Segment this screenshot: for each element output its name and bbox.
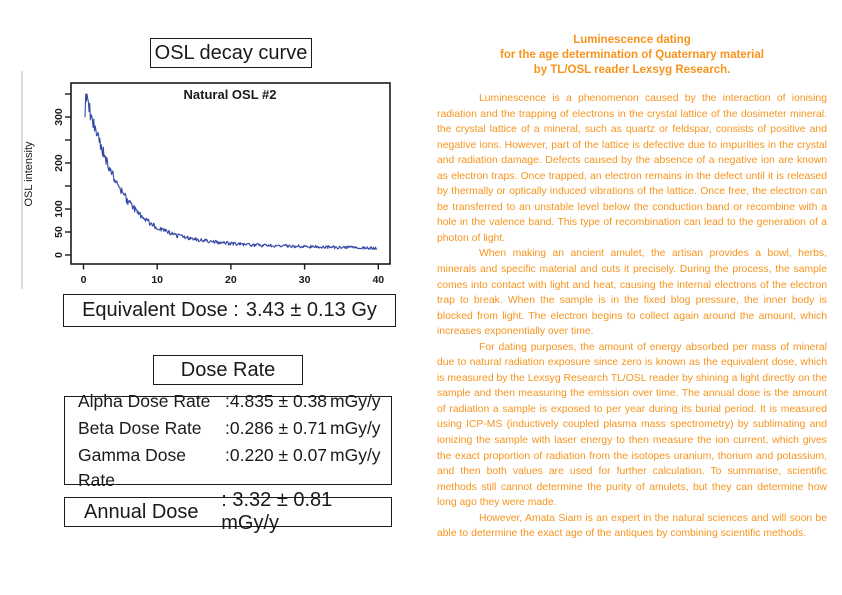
dose-rate-title: Dose Rate: [180, 358, 276, 381]
article-paragraph: For dating purposes, the amount of energ…: [437, 341, 827, 509]
alpha-dose-rate-unit: mGy/y: [330, 390, 381, 411]
beta-dose-rate-value: :0.286 ± 0.71: [225, 417, 328, 438]
annual-dose-box: Annual Dose : 3.32 ± 0.81 mGy/y: [64, 489, 392, 534]
svg-text:50: 50: [53, 226, 65, 238]
article-title-line: by TL/OSL reader Lexsyg Research.: [533, 64, 731, 76]
equivalent-dose-box: Equivalent Dose : 3.43 ± 0.13 Gy: [63, 294, 396, 327]
article-paragraph: However, Amata Siam is an expert in the …: [437, 512, 827, 540]
svg-text:40: 40: [372, 274, 384, 286]
article-body: Luminescence is a phenomenon caused by t…: [437, 91, 827, 542]
equivalent-dose-value: 3.43 ± 0.13 Gy: [245, 299, 377, 321]
svg-text:100: 100: [53, 200, 65, 218]
article: Luminescence dating for the age determin…: [437, 33, 827, 542]
annual-dose-value: : 3.32 ± 0.81 mGy/y: [221, 489, 333, 534]
beta-dose-rate-label: Beta Dose Rate: [78, 417, 202, 438]
gamma-dose-rate-label: Gamma Dose Rate: [78, 444, 186, 490]
svg-text:300: 300: [53, 108, 65, 126]
scan-artifact-line: [21, 71, 23, 289]
table-row-beta-dose-rate: Beta Dose Rate :0.286 ± 0.71 mGy/y: [78, 416, 381, 441]
beta-dose-rate-unit: mGy/y: [330, 417, 381, 438]
osl-decay-curve-title: OSL decay curve: [154, 41, 308, 64]
article-title: Luminescence dating for the age determin…: [437, 33, 827, 78]
dose-rate-table: Alpha Dose Rate :4.835 ± 0.38 mGy/y Beta…: [64, 391, 392, 490]
article-title-line: for the age determination of Quaternary …: [500, 49, 764, 61]
article-paragraph: When making an ancient amulet, the artis…: [437, 248, 827, 338]
gamma-dose-rate-unit: mGy/y: [330, 444, 381, 465]
article-paragraph: Luminescence is a phenomenon caused by t…: [437, 93, 827, 244]
annual-dose-label: Annual Dose: [84, 500, 199, 523]
osl-decay-chart: Natural OSL #2 0 50 100 200 300 0 10 20 30 40 OSL i…: [23, 82, 391, 286]
article-title-line: Luminescence dating: [573, 34, 691, 46]
alpha-dose-rate-label: Alpha Dose Rate: [78, 390, 211, 411]
svg-text:0: 0: [81, 274, 87, 286]
svg-text:10: 10: [151, 274, 163, 286]
osl-decay-curve-title-box: OSL decay curve: [150, 38, 312, 68]
alpha-dose-rate-value: :4.835 ± 0.38: [225, 390, 328, 411]
svg-text:Natural OSL #2: Natural OSL #2: [184, 87, 277, 102]
dose-rate-title-box: Dose Rate: [153, 355, 303, 385]
osl-decay-chart-area: Natural OSL #2 0 50 100 200 300 0 10 20 30 40 OSL i…: [20, 70, 410, 298]
svg-text:200: 200: [53, 154, 65, 172]
svg-text:20: 20: [225, 274, 237, 286]
svg-text:OSL intensity: OSL intensity: [23, 141, 35, 207]
gamma-dose-rate-value: :0.220 ± 0.07: [225, 444, 328, 465]
table-row-alpha-dose-rate: Alpha Dose Rate :4.835 ± 0.38 mGy/y: [78, 389, 381, 414]
table-row-gamma-dose-rate: Gamma Dose Rate :0.220 ± 0.07 mGy/y: [78, 443, 381, 493]
equivalent-dose-label: Equivalent Dose :: [82, 299, 239, 321]
svg-text:0: 0: [53, 252, 65, 258]
svg-text:30: 30: [299, 274, 311, 286]
